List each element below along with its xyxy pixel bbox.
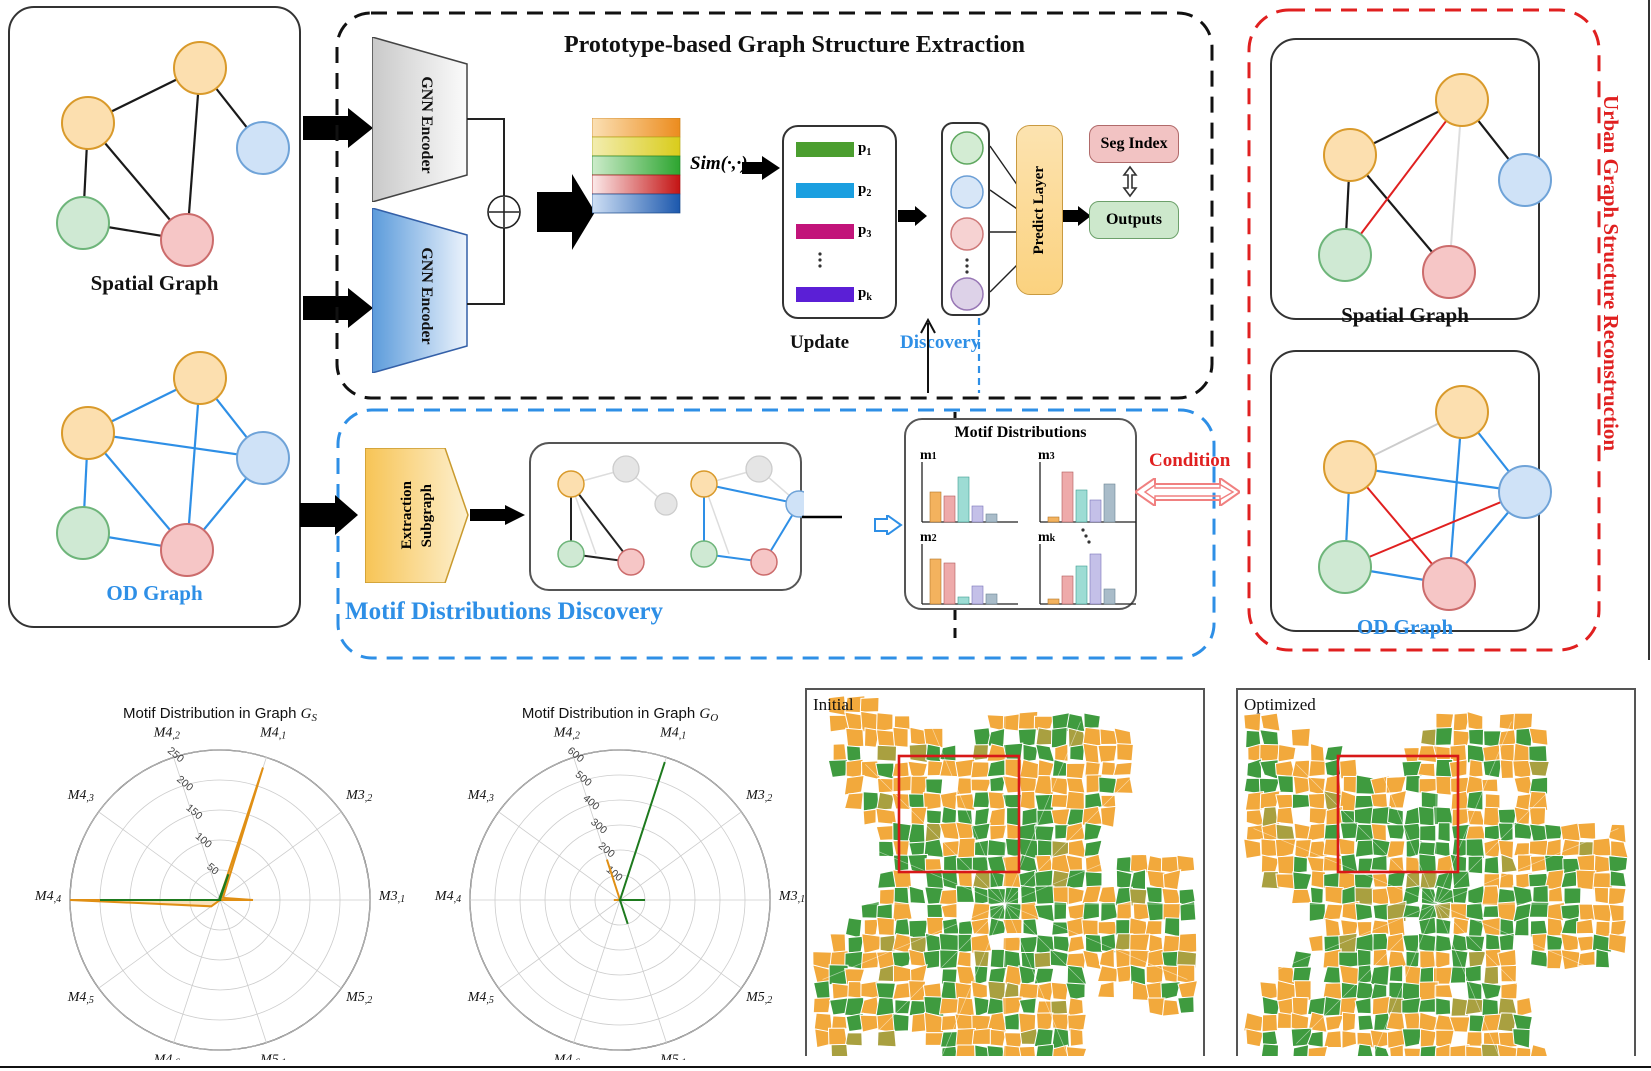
svg-text:GNN Encoder: GNN Encoder: [418, 76, 435, 173]
svg-text:M4,6: M4,6: [553, 1053, 580, 1060]
svg-text:M5,2: M5,2: [345, 990, 372, 1006]
svg-text:150: 150: [184, 802, 205, 823]
svg-text:M3,1: M3,1: [778, 889, 805, 905]
svg-text:M4,6: M4,6: [153, 1053, 180, 1060]
svg-text:M4,1: M4,1: [659, 725, 686, 741]
svg-text:M5,2: M5,2: [745, 990, 772, 1006]
svg-text:Motif Distribution in Graph GO: Motif Distribution in Graph GO: [522, 705, 718, 724]
svg-text:M4,2: M4,2: [153, 725, 180, 741]
svg-text:300: 300: [588, 816, 609, 837]
svg-text:M4,5: M4,5: [67, 990, 94, 1006]
svg-text:250: 250: [165, 745, 186, 766]
svg-text:200: 200: [174, 773, 195, 794]
svg-text:M4,1: M4,1: [259, 725, 286, 741]
svg-text:GNN Encoder: GNN Encoder: [418, 247, 435, 344]
svg-text:M4,3: M4,3: [467, 788, 494, 804]
svg-text:M4,5: M4,5: [467, 990, 494, 1006]
svg-text:Motif Distribution in Graph GS: Motif Distribution in Graph GS: [123, 705, 317, 724]
svg-text:100: 100: [193, 830, 214, 851]
svg-text:M3,2: M3,2: [745, 788, 772, 804]
svg-text:M5,1: M5,1: [259, 1053, 286, 1060]
svg-text:M4,4: M4,4: [434, 889, 461, 905]
svg-text:M3,1: M3,1: [378, 889, 405, 905]
svg-text:M5,1: M5,1: [659, 1053, 686, 1060]
svg-text:M4,2: M4,2: [553, 725, 580, 741]
svg-text:500: 500: [573, 769, 594, 790]
svg-text:M3,2: M3,2: [345, 788, 372, 804]
svg-text:400: 400: [580, 792, 601, 813]
svg-text:M4,4: M4,4: [34, 889, 61, 905]
svg-text:M4,3: M4,3: [67, 788, 94, 804]
svg-text:600: 600: [565, 745, 586, 766]
svg-text:50: 50: [204, 861, 221, 878]
svg-text:200: 200: [596, 840, 617, 861]
